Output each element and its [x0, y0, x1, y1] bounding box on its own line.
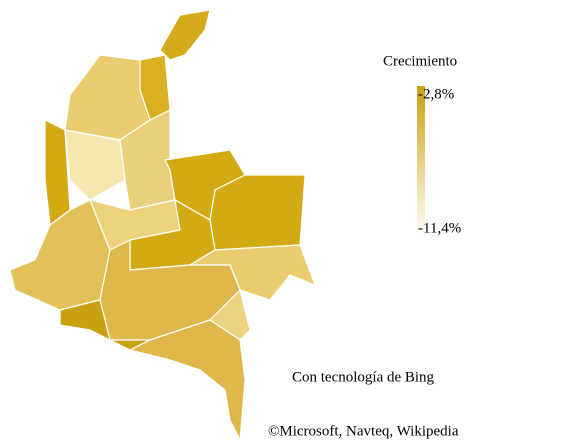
- region: [64, 129, 126, 201]
- legend-max-label: -2,8%: [418, 86, 454, 102]
- legend-title: Crecimiento: [383, 53, 457, 69]
- credit: Con tecnología de Bing: [292, 369, 435, 385]
- credit: ©Microsoft, Navteq, Wikipedia: [268, 423, 459, 439]
- region: [209, 174, 306, 251]
- region: [159, 9, 211, 61]
- region: [129, 319, 246, 441]
- legend-min-label: -11,4%: [418, 220, 461, 236]
- region: [64, 54, 151, 141]
- colombia-map: [9, 9, 316, 441]
- legend-gradient: [417, 86, 425, 233]
